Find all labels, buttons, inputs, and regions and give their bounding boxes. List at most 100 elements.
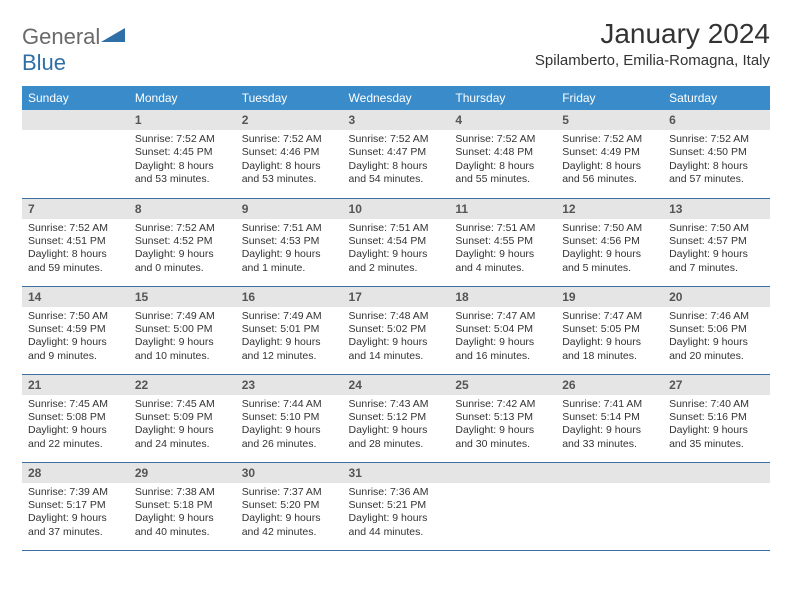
day-cell: 27Sunrise: 7:40 AMSunset: 5:16 PMDayligh… [663, 374, 770, 462]
daylight-text: Daylight: 9 hours and 5 minutes. [562, 248, 657, 275]
daylight-text: Daylight: 9 hours and 28 minutes. [349, 424, 444, 451]
day-cell: 1Sunrise: 7:52 AMSunset: 4:45 PMDaylight… [129, 110, 236, 198]
daylight-text: Daylight: 9 hours and 14 minutes. [349, 336, 444, 363]
day-cell: 6Sunrise: 7:52 AMSunset: 4:50 PMDaylight… [663, 110, 770, 198]
sunrise-text: Sunrise: 7:49 AM [135, 310, 230, 323]
day-number-empty [22, 110, 129, 130]
day-number: 24 [343, 375, 450, 395]
day-details: Sunrise: 7:47 AMSunset: 5:05 PMDaylight:… [556, 307, 663, 370]
day-number: 4 [449, 110, 556, 130]
day-number: 19 [556, 287, 663, 307]
day-details: Sunrise: 7:41 AMSunset: 5:14 PMDaylight:… [556, 395, 663, 458]
daylight-text: Daylight: 9 hours and 24 minutes. [135, 424, 230, 451]
sunset-text: Sunset: 5:09 PM [135, 411, 230, 424]
day-cell: 10Sunrise: 7:51 AMSunset: 4:54 PMDayligh… [343, 198, 450, 286]
logo-triangle-icon [101, 24, 125, 49]
day-details: Sunrise: 7:36 AMSunset: 5:21 PMDaylight:… [343, 483, 450, 546]
daylight-text: Daylight: 9 hours and 10 minutes. [135, 336, 230, 363]
sunrise-text: Sunrise: 7:41 AM [562, 398, 657, 411]
day-cell: 22Sunrise: 7:45 AMSunset: 5:09 PMDayligh… [129, 374, 236, 462]
sunset-text: Sunset: 4:45 PM [135, 146, 230, 159]
day-details: Sunrise: 7:45 AMSunset: 5:09 PMDaylight:… [129, 395, 236, 458]
day-details: Sunrise: 7:42 AMSunset: 5:13 PMDaylight:… [449, 395, 556, 458]
day-number: 30 [236, 463, 343, 483]
day-cell: 3Sunrise: 7:52 AMSunset: 4:47 PMDaylight… [343, 110, 450, 198]
daylight-text: Daylight: 9 hours and 9 minutes. [28, 336, 123, 363]
sunrise-text: Sunrise: 7:50 AM [669, 222, 764, 235]
daylight-text: Daylight: 9 hours and 37 minutes. [28, 512, 123, 539]
sunset-text: Sunset: 4:59 PM [28, 323, 123, 336]
daylight-text: Daylight: 9 hours and 12 minutes. [242, 336, 337, 363]
sunrise-text: Sunrise: 7:52 AM [28, 222, 123, 235]
sunset-text: Sunset: 4:48 PM [455, 146, 550, 159]
sunset-text: Sunset: 4:52 PM [135, 235, 230, 248]
logo-word2: Blue [22, 50, 66, 75]
day-cell: 4Sunrise: 7:52 AMSunset: 4:48 PMDaylight… [449, 110, 556, 198]
day-details: Sunrise: 7:50 AMSunset: 4:57 PMDaylight:… [663, 219, 770, 282]
day-details: Sunrise: 7:52 AMSunset: 4:47 PMDaylight:… [343, 130, 450, 193]
sunrise-text: Sunrise: 7:48 AM [349, 310, 444, 323]
day-number: 28 [22, 463, 129, 483]
week-row: 1Sunrise: 7:52 AMSunset: 4:45 PMDaylight… [22, 110, 770, 198]
sunset-text: Sunset: 4:51 PM [28, 235, 123, 248]
sunrise-text: Sunrise: 7:52 AM [669, 133, 764, 146]
sunrise-text: Sunrise: 7:43 AM [349, 398, 444, 411]
daylight-text: Daylight: 8 hours and 53 minutes. [242, 160, 337, 187]
sunset-text: Sunset: 4:57 PM [669, 235, 764, 248]
sunrise-text: Sunrise: 7:51 AM [242, 222, 337, 235]
day-cell: 17Sunrise: 7:48 AMSunset: 5:02 PMDayligh… [343, 286, 450, 374]
day-details: Sunrise: 7:51 AMSunset: 4:55 PMDaylight:… [449, 219, 556, 282]
day-cell: 21Sunrise: 7:45 AMSunset: 5:08 PMDayligh… [22, 374, 129, 462]
day-number-empty [556, 463, 663, 483]
sunrise-text: Sunrise: 7:42 AM [455, 398, 550, 411]
day-number: 18 [449, 287, 556, 307]
sunrise-text: Sunrise: 7:50 AM [28, 310, 123, 323]
sunset-text: Sunset: 5:17 PM [28, 499, 123, 512]
day-number: 1 [129, 110, 236, 130]
daylight-text: Daylight: 8 hours and 59 minutes. [28, 248, 123, 275]
sunset-text: Sunset: 5:18 PM [135, 499, 230, 512]
daylight-text: Daylight: 9 hours and 18 minutes. [562, 336, 657, 363]
sunrise-text: Sunrise: 7:51 AM [455, 222, 550, 235]
day-number: 3 [343, 110, 450, 130]
sunrise-text: Sunrise: 7:52 AM [349, 133, 444, 146]
sunrise-text: Sunrise: 7:45 AM [28, 398, 123, 411]
day-details: Sunrise: 7:50 AMSunset: 4:56 PMDaylight:… [556, 219, 663, 282]
day-cell: 18Sunrise: 7:47 AMSunset: 5:04 PMDayligh… [449, 286, 556, 374]
day-cell: 14Sunrise: 7:50 AMSunset: 4:59 PMDayligh… [22, 286, 129, 374]
day-details: Sunrise: 7:43 AMSunset: 5:12 PMDaylight:… [343, 395, 450, 458]
sunset-text: Sunset: 4:49 PM [562, 146, 657, 159]
day-number: 9 [236, 199, 343, 219]
sunrise-text: Sunrise: 7:46 AM [669, 310, 764, 323]
daylight-text: Daylight: 9 hours and 22 minutes. [28, 424, 123, 451]
day-details: Sunrise: 7:38 AMSunset: 5:18 PMDaylight:… [129, 483, 236, 546]
day-details: Sunrise: 7:37 AMSunset: 5:20 PMDaylight:… [236, 483, 343, 546]
weekday-header: Monday [129, 86, 236, 110]
day-cell: 15Sunrise: 7:49 AMSunset: 5:00 PMDayligh… [129, 286, 236, 374]
day-details: Sunrise: 7:52 AMSunset: 4:45 PMDaylight:… [129, 130, 236, 193]
title-block: January 2024 Spilamberto, Emilia-Romagna… [535, 18, 770, 69]
day-number: 13 [663, 199, 770, 219]
sunrise-text: Sunrise: 7:37 AM [242, 486, 337, 499]
sunset-text: Sunset: 5:14 PM [562, 411, 657, 424]
sunset-text: Sunset: 5:10 PM [242, 411, 337, 424]
day-number: 7 [22, 199, 129, 219]
sunrise-text: Sunrise: 7:36 AM [349, 486, 444, 499]
daylight-text: Daylight: 9 hours and 35 minutes. [669, 424, 764, 451]
logo: GeneralBlue [22, 18, 121, 76]
day-cell: 24Sunrise: 7:43 AMSunset: 5:12 PMDayligh… [343, 374, 450, 462]
day-number: 29 [129, 463, 236, 483]
daylight-text: Daylight: 9 hours and 40 minutes. [135, 512, 230, 539]
weekday-header-row: Sunday Monday Tuesday Wednesday Thursday… [22, 86, 770, 110]
sunrise-text: Sunrise: 7:52 AM [455, 133, 550, 146]
day-number: 23 [236, 375, 343, 395]
day-cell: 20Sunrise: 7:46 AMSunset: 5:06 PMDayligh… [663, 286, 770, 374]
sunset-text: Sunset: 5:02 PM [349, 323, 444, 336]
day-details: Sunrise: 7:49 AMSunset: 5:01 PMDaylight:… [236, 307, 343, 370]
day-cell: 28Sunrise: 7:39 AMSunset: 5:17 PMDayligh… [22, 462, 129, 550]
day-details: Sunrise: 7:49 AMSunset: 5:00 PMDaylight:… [129, 307, 236, 370]
daylight-text: Daylight: 9 hours and 26 minutes. [242, 424, 337, 451]
sunrise-text: Sunrise: 7:50 AM [562, 222, 657, 235]
sunrise-text: Sunrise: 7:40 AM [669, 398, 764, 411]
week-row: 14Sunrise: 7:50 AMSunset: 4:59 PMDayligh… [22, 286, 770, 374]
